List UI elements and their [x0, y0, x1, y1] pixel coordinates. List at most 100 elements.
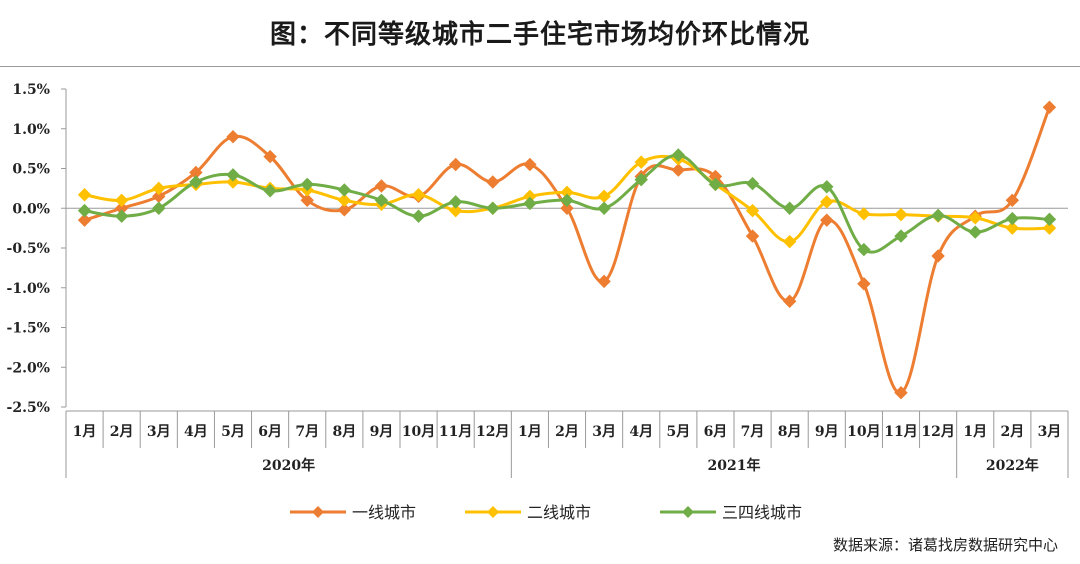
x-tick-label: 10月: [847, 424, 880, 440]
data-point-tier34: [782, 201, 797, 215]
series-tier1: [77, 100, 1057, 400]
data-point-tier2: [448, 203, 463, 218]
data-point-tier34: [634, 172, 648, 187]
x-tick-label: 6月: [704, 424, 728, 440]
data-point-tier1: [857, 277, 871, 291]
legend-label: 二线城市: [527, 503, 591, 522]
data-point-tier2: [337, 193, 352, 208]
data-point-tier34: [300, 177, 314, 192]
x-tick-label: 1月: [963, 424, 987, 440]
data-point-tier34: [448, 195, 463, 209]
year-label: 2021年: [708, 457, 761, 474]
chart-title: 图：不同等级城市二手住宅市场均价环比情况: [269, 20, 810, 50]
y-tick-label: 1.0%: [12, 122, 50, 138]
data-point-tier2: [857, 207, 871, 221]
data-point-tier2: [411, 188, 426, 202]
series-line-tier1: [84, 106, 1051, 395]
legend: 一线城市 二线城市 三四线城市: [290, 503, 802, 522]
data-point-tier1: [782, 294, 797, 308]
data-point-tier1: [486, 175, 500, 189]
data-point-tier1: [894, 385, 908, 400]
x-tick-label: 12月: [921, 424, 954, 440]
x-tick-label: 2月: [555, 424, 579, 440]
data-point-tier34: [189, 175, 203, 189]
x-tick-label: 7月: [295, 424, 319, 440]
data-point-tier34: [374, 193, 389, 208]
y-tick-label: -0.5%: [7, 241, 50, 257]
data-point-tier1: [448, 157, 463, 172]
y-tick-label: 0.0%: [12, 201, 50, 217]
data-point-tier2: [226, 175, 240, 189]
data-point-tier34: [931, 208, 945, 223]
title-divider: [0, 66, 1080, 67]
data-point-tier34: [968, 225, 982, 239]
legend-label: 三四线城市: [722, 503, 802, 522]
data-point-tier34: [671, 148, 686, 162]
data-point-tier34: [820, 180, 834, 194]
y-tick-label: -2.5%: [7, 400, 50, 416]
chart-axes: 1.5% 1.0% 0.5% 0.0% -0.5% -1.0% -1.5% -2.0% -2.5…: [7, 82, 1069, 478]
data-point-tier34: [1042, 212, 1057, 227]
data-point-tier1: [671, 163, 686, 177]
data-point-tier34: [560, 193, 574, 208]
legend-item-tier1: 一线城市: [290, 503, 416, 522]
year-label: 2022年: [986, 457, 1039, 474]
x-tick-label: 3月: [592, 424, 616, 440]
data-point-tier34: [894, 229, 908, 243]
x-tick-label: 4月: [184, 424, 208, 440]
y-tick-label: -1.0%: [7, 281, 50, 297]
data-point-tier34: [486, 201, 500, 215]
data-point-tier34: [857, 242, 871, 257]
x-tick-label: 5月: [666, 424, 690, 440]
legend-label: 一线城市: [352, 503, 416, 522]
data-point-tier1: [263, 149, 277, 164]
data-point-tier2: [745, 203, 760, 218]
data-source-note: 数据来源：诸葛找房数据研究中心: [832, 536, 1058, 554]
data-point-tier1: [1005, 193, 1020, 208]
x-tick-label: 1月: [73, 424, 97, 440]
data-point-tier1: [77, 213, 92, 227]
x-tick-label: 2月: [1000, 424, 1024, 440]
data-point-tier2: [1042, 221, 1057, 235]
year-label: 2020年: [262, 457, 315, 474]
data-point-tier2: [894, 207, 908, 222]
data-point-tier1: [1042, 100, 1057, 114]
x-tick-label: 11月: [439, 424, 472, 440]
data-point-tier34: [745, 176, 760, 191]
x-tick-label: 8月: [778, 424, 802, 440]
y-tick-label: -1.5%: [7, 321, 50, 337]
data-point-tier2: [152, 181, 166, 196]
y-tick-label: -2.0%: [7, 360, 50, 376]
data-point-tier34: [411, 209, 426, 223]
y-tick-label: 1.5%: [12, 82, 50, 98]
x-tick-label: 1月: [518, 424, 542, 440]
legend-item-tier2: 二线城市: [465, 503, 591, 522]
series-layer: [77, 100, 1057, 400]
legend-marker: [487, 506, 499, 518]
x-tick-label: 7月: [741, 424, 765, 440]
data-point-tier1: [226, 129, 240, 144]
x-tick-label: 4月: [629, 424, 653, 440]
data-point-tier34: [114, 209, 129, 223]
data-point-tier34: [597, 201, 611, 215]
data-point-tier2: [77, 188, 92, 202]
data-point-tier34: [77, 203, 92, 218]
x-tick-label: 3月: [147, 424, 171, 440]
x-tick-label: 12月: [476, 424, 509, 440]
data-point-tier1: [300, 193, 314, 208]
legend-marker: [312, 506, 324, 518]
data-point-tier2: [820, 195, 834, 209]
data-point-tier34: [337, 183, 352, 197]
data-point-tier34: [226, 168, 240, 182]
x-tick-label: 8月: [332, 424, 356, 440]
data-point-tier2: [114, 193, 129, 208]
x-tick-label: 6月: [258, 424, 282, 440]
data-point-tier34: [1005, 211, 1020, 226]
x-tick-label: 2月: [110, 424, 134, 440]
data-point-tier1: [820, 213, 834, 227]
x-tick-label: 9月: [370, 424, 394, 440]
data-point-tier34: [708, 177, 723, 192]
data-point-tier1: [374, 179, 389, 193]
data-point-tier2: [634, 155, 648, 169]
